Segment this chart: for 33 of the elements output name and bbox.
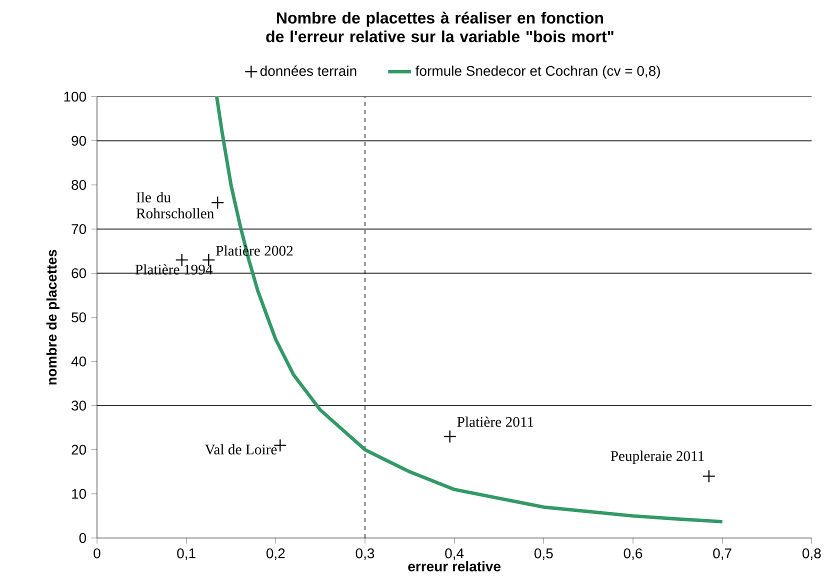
y-tick-label: 80 [72,180,86,190]
legend-label: formule Snedecor et Cochran (cv = 0,8) [416,66,660,79]
y-tick-label: 0 [79,533,86,543]
y-tick-label: 70 [72,224,86,234]
x-tick-label: 0,1 [177,548,196,560]
annotation: Platière 1994 [135,264,213,275]
x-tick-label: 0,7 [713,548,732,560]
point [443,430,456,444]
y-tick-label: 40 [71,356,86,366]
y-tick-label: 60 [72,268,86,278]
x-axis-title: erreur relative [408,561,501,572]
x-tick-label: 0,8 [802,548,821,560]
y-tick-label: 20 [72,444,86,455]
point [702,470,716,483]
y-tick-label: 50 [72,312,86,322]
x-tick-label: 0 [94,548,100,558]
y-axis-title: nombre de placettes [46,250,60,384]
y-tick-label: 30 [72,400,86,411]
annotation: Peupleraie 2011 [610,450,704,464]
legend-label: données terrain [260,66,356,76]
y-tick-label: 10 [72,488,86,499]
x-tick-label: 0,4 [445,548,464,560]
annotation: Ile du Rohrschollen [136,192,214,218]
point [211,196,224,210]
y-tick-label: 90 [72,136,86,146]
annotation: Platière 2011 [457,416,534,427]
y-tick-label: 100 [64,92,86,102]
x-tick-label: 0,2 [266,548,285,560]
chart-title: Nombre de placettes à réaliser en fonction de l'erreur relative sur la variable "bois mort" [266,12,614,42]
x-tick-label: 0,5 [534,548,553,560]
annotation: Val de Loire [204,444,277,455]
x-tick-label: 0,3 [356,548,374,560]
x-tick-label: 0,6 [624,548,642,560]
